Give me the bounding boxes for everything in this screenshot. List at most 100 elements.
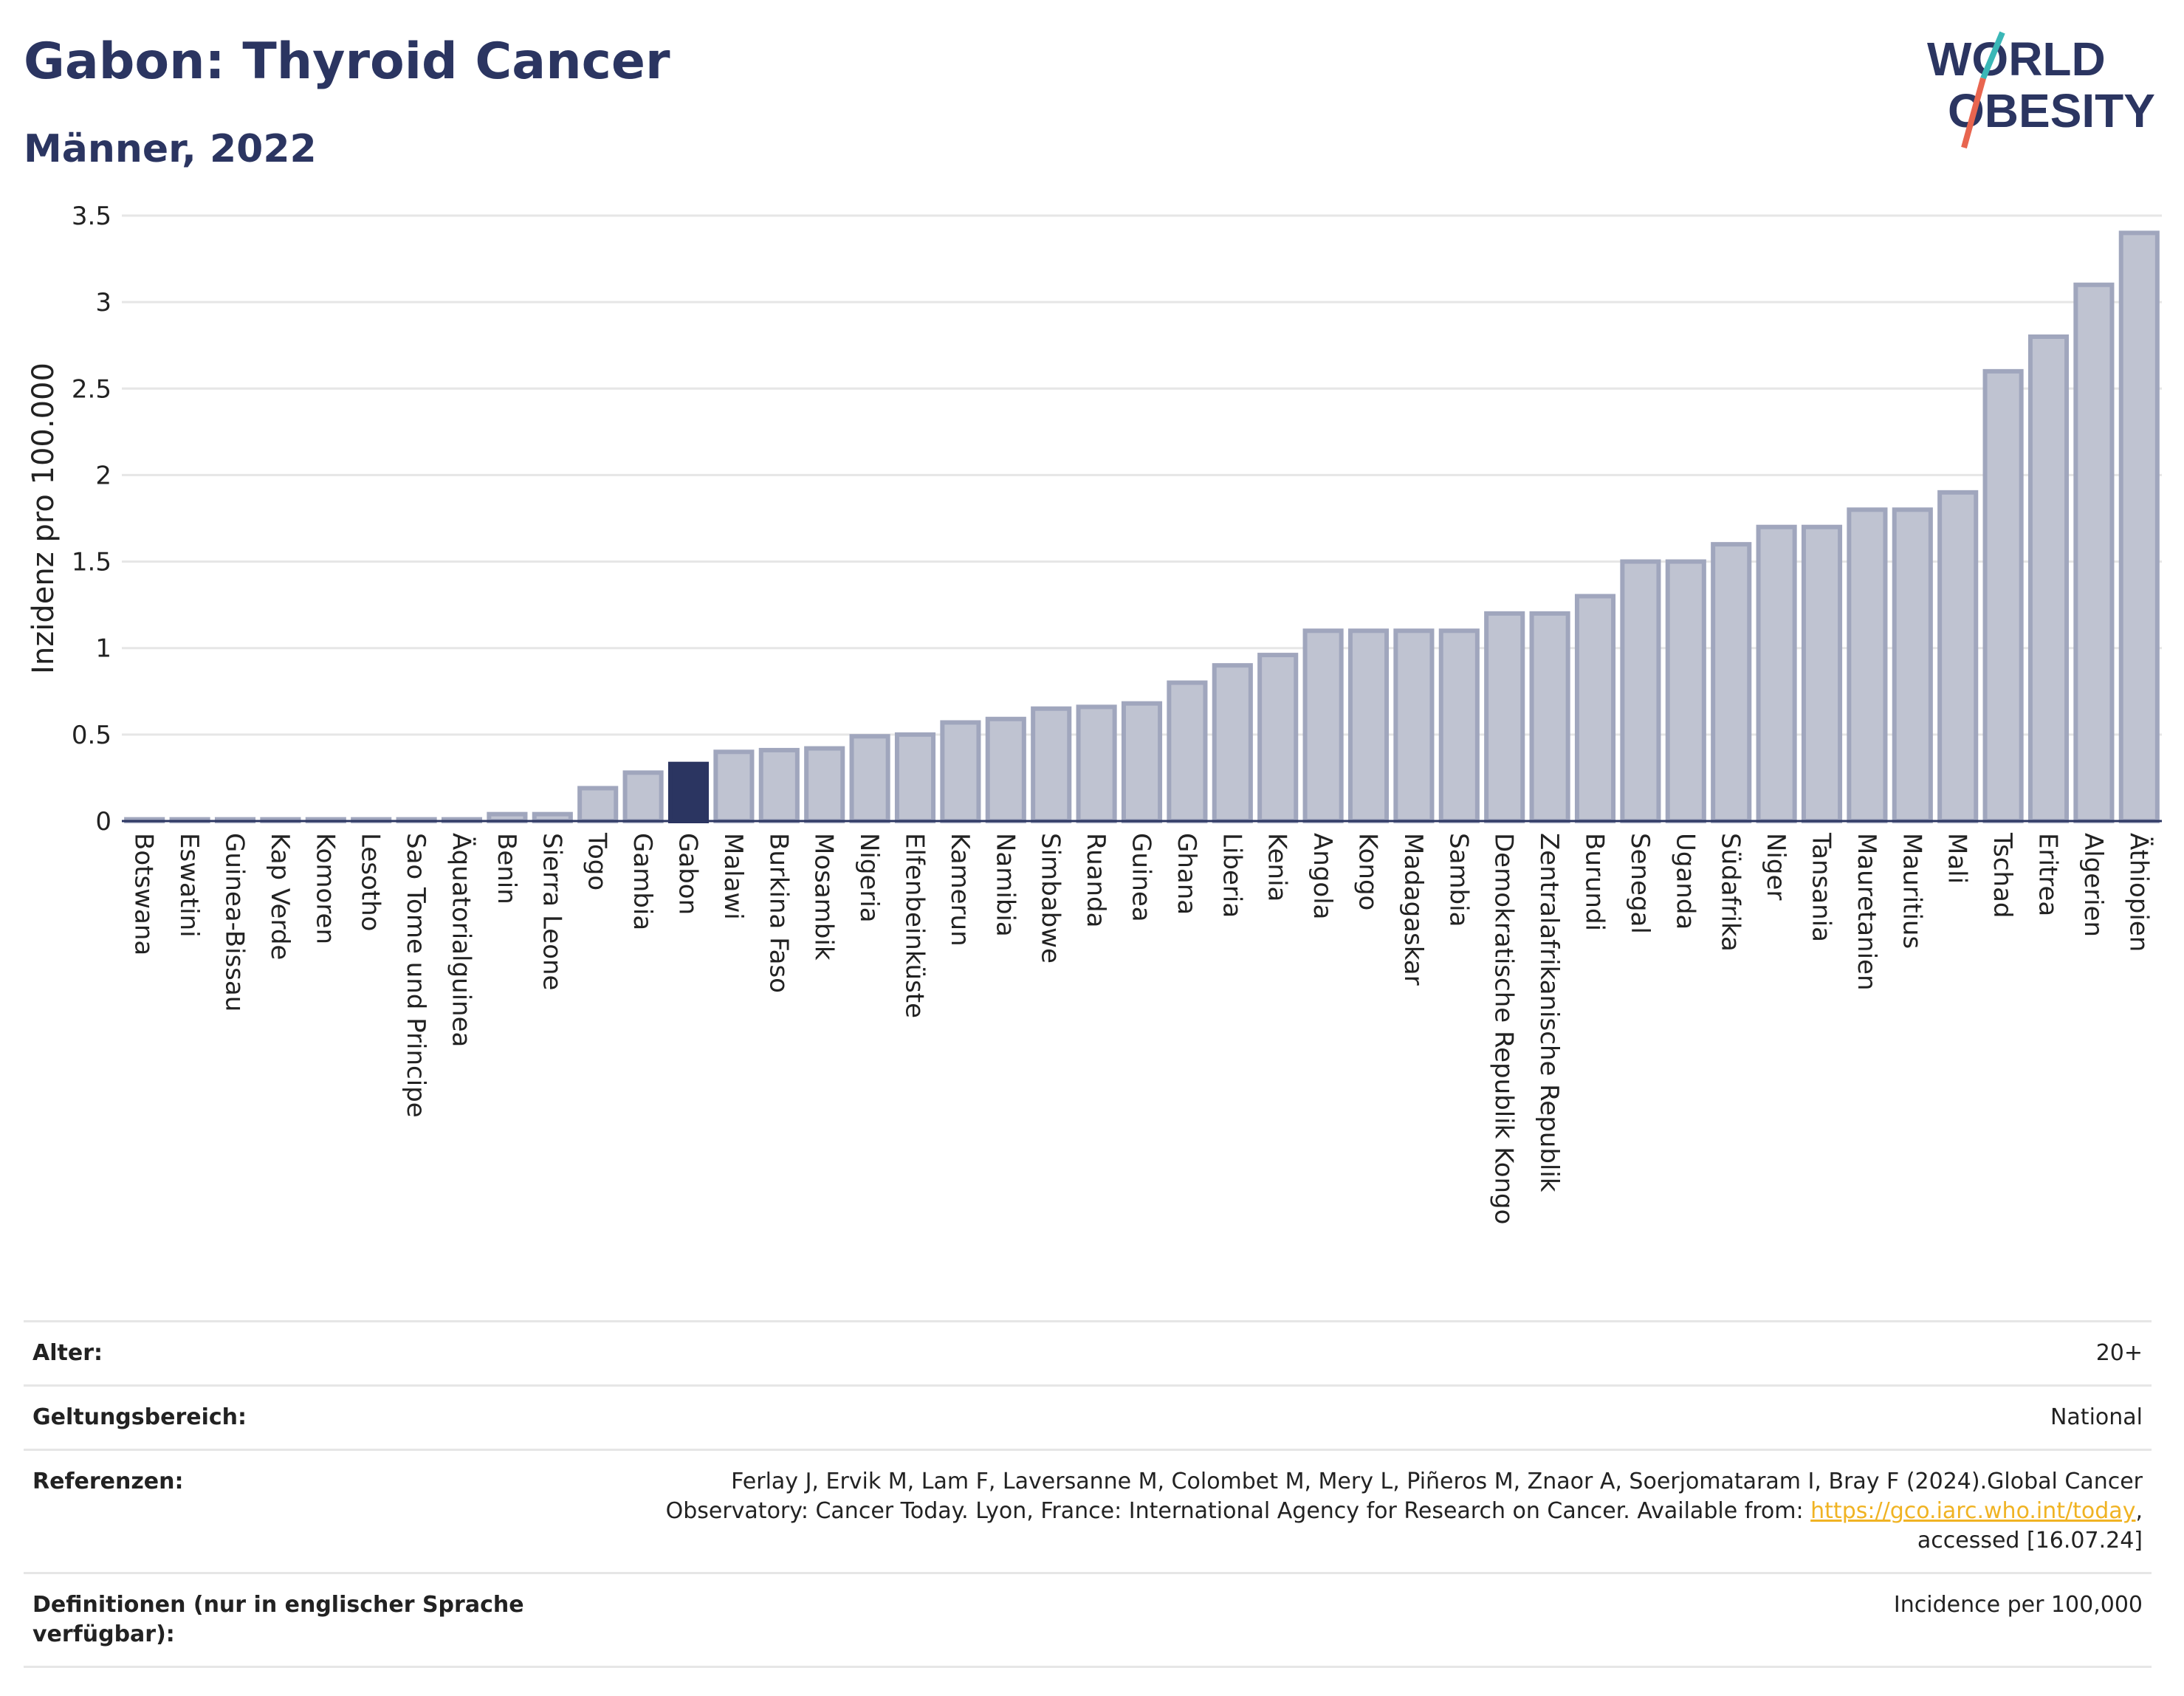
x-tick-label: Mali: [1943, 833, 1972, 884]
y-tick-label: 2.5: [72, 374, 111, 404]
bar: [804, 746, 845, 823]
bar: [1347, 628, 1390, 823]
bar: [758, 747, 800, 824]
bar: [1121, 701, 1163, 824]
x-tick-label: Lesotho: [356, 833, 385, 931]
bar: [667, 761, 710, 824]
info-row-age: Alter: 20+: [24, 1320, 2152, 1384]
x-tick-label: Kamerun: [945, 833, 975, 947]
bar: [1212, 663, 1253, 824]
x-tick-label: Senegal: [1625, 833, 1655, 934]
bar: [2073, 282, 2115, 823]
definitions-value: Incidence per 100,000: [1893, 1592, 2143, 1618]
x-tick-label: Namibia: [990, 833, 1020, 937]
bar: [1529, 611, 1570, 823]
bar: [1665, 559, 1706, 823]
x-tick-label: Ruanda: [1081, 833, 1110, 927]
y-tick-label: 0: [95, 807, 111, 837]
x-tick-label: Burkina Faso: [763, 833, 793, 993]
bar: [1892, 507, 1933, 823]
references-link[interactable]: https://gco.iarc.who.int/today: [1810, 1498, 2136, 1524]
bar: [577, 786, 619, 824]
references-text-2: , accessed [16.07.24]: [1917, 1498, 2143, 1553]
x-tick-label: Äquatorialguinea: [447, 833, 476, 1047]
info-row-definitions: Definitionen (nur in englischer Sprache …: [24, 1572, 2152, 1668]
bar: [1031, 706, 1072, 824]
bar-chart: 0 0.5 1 1.5 2 2.5 3 3.5 Inzidenz pro 100.000 Bots…: [27, 202, 2162, 1224]
x-tick-label: Uganda: [1670, 833, 1700, 930]
logo-line2: OBESITY: [1948, 84, 2155, 137]
x-tick-label: Botswana: [129, 833, 159, 955]
logo-line1: WORLD: [1927, 32, 2106, 86]
x-tick-label: Komoren: [310, 833, 340, 944]
x-tick-label: Benin: [492, 833, 521, 904]
y-tick-label: 3: [95, 288, 111, 317]
bar: [713, 749, 755, 823]
x-tick-label: Ghana: [1172, 833, 1201, 915]
references-label: Referenzen:: [32, 1469, 184, 1494]
bar: [1167, 680, 1208, 823]
world-obesity-logo: WORLD OBESITY: [1927, 31, 2155, 149]
bar: [2118, 230, 2160, 823]
bar: [1076, 704, 1117, 823]
chart-title: Gabon: Thyroid Cancer: [24, 32, 670, 91]
x-tick-label: Mauritius: [1897, 833, 1926, 949]
bar: [1574, 594, 1616, 824]
x-tick-label: Madagaskar: [1398, 833, 1428, 986]
x-tick-label: Gambia: [628, 833, 657, 930]
bar: [1847, 507, 1888, 823]
y-tick-label: 1: [95, 634, 111, 664]
bar: [1484, 611, 1525, 823]
bar: [1438, 628, 1480, 823]
x-tick-label: Sambia: [1443, 833, 1473, 927]
bar: [1756, 524, 1797, 823]
definitions-label: Definitionen (nur in englischer Sprache …: [32, 1592, 524, 1647]
x-tick-label: Algerien: [2078, 833, 2108, 937]
bar: [1711, 542, 1752, 823]
y-axis-label: Inzidenz pro 100.000: [27, 363, 61, 674]
x-tick-label: Togo: [583, 832, 612, 890]
x-tick-label: Nigeria: [854, 833, 884, 923]
x-tick-label: Zentralafrikanische Republik: [1534, 833, 1564, 1192]
x-tick-label: Demokratische Republik Kongo: [1489, 833, 1519, 1224]
logo-stroke-red: [1961, 77, 1986, 149]
x-tick-label: Eritrea: [2033, 833, 2063, 916]
info-row-references: Referenzen: Ferlay J, Ervik M, Lam F, La…: [24, 1449, 2152, 1572]
x-tick-label: Eswatini: [174, 833, 204, 938]
x-tick-label: Tansania: [1807, 832, 1836, 942]
age-value: 20+: [2095, 1340, 2143, 1366]
bar: [1937, 490, 1979, 823]
x-tick-label: Angola: [1308, 833, 1337, 919]
scope-label: Geltungsbereich:: [32, 1404, 247, 1430]
references-value: Ferlay J, Ervik M, Lam F, Laversanne M, …: [592, 1467, 2143, 1556]
bar: [1302, 628, 1344, 823]
x-tick-label: Tschad: [1988, 832, 2017, 919]
bar: [1620, 559, 1661, 823]
x-tick-label: Kongo: [1353, 833, 1383, 910]
x-tick-label: Malawi: [718, 833, 748, 920]
bar: [985, 716, 1026, 823]
x-tick-label: Simbabwe: [1036, 833, 1065, 964]
x-tick-label: Sierra Leone: [537, 833, 566, 990]
x-tick-label: Elfenbeinküste: [900, 833, 930, 1018]
y-tick-label: 2: [95, 461, 111, 490]
bar: [622, 770, 664, 824]
x-tick-label: Gabon: [673, 833, 703, 915]
y-tick-label: 1.5: [72, 548, 111, 577]
x-tick-label: Guinea-Bissau: [220, 833, 250, 1012]
x-tick-label: Sao Tome und Principe: [401, 833, 430, 1118]
x-tick-label: Guinea: [1127, 833, 1156, 922]
x-tick-label: Äthiopien: [2123, 833, 2153, 952]
chart-subtitle: Männer, 2022: [24, 127, 317, 171]
references-text-1: Ferlay J, Ervik M, Lam F, Laversanne M, …: [665, 1469, 2143, 1524]
x-tick-label: Niger: [1761, 833, 1790, 900]
bar: [1257, 653, 1299, 823]
x-tick-label: Kenia: [1263, 833, 1292, 902]
bar: [894, 732, 936, 823]
x-tick-label: Mosambik: [809, 833, 839, 961]
x-tick-label: Liberia: [1217, 833, 1246, 918]
y-tick-label: 0.5: [72, 721, 111, 750]
x-tick-label: Mauretanien: [1852, 833, 1881, 991]
bar: [1393, 628, 1435, 823]
x-tick-label: Südafrika: [1716, 833, 1745, 952]
